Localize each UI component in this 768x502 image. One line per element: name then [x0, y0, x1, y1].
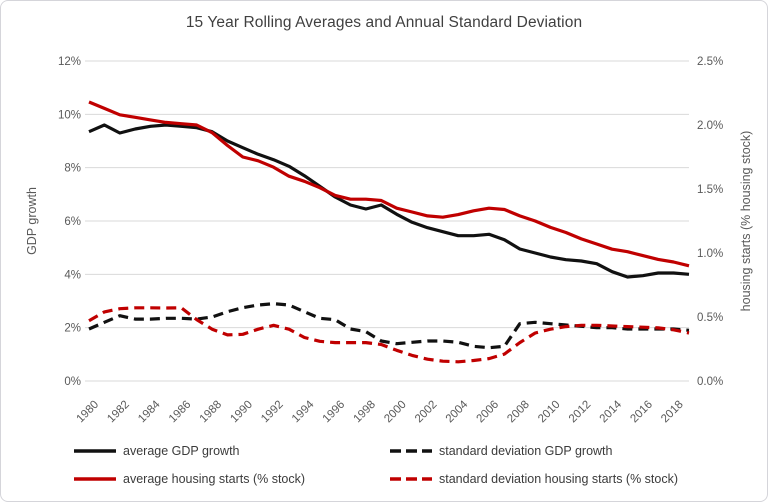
legend-item: average GDP growth [73, 443, 240, 459]
series-line-2 [88, 302, 690, 350]
legend-item: standard deviation housing starts (% sto… [389, 471, 678, 487]
x-axis-tick-label: 1982 [105, 399, 132, 426]
x-axis-tick-label: 1994 [290, 398, 317, 425]
x-axis-tick-label: 2018 [659, 399, 686, 426]
x-axis-tick-label: 2016 [628, 399, 655, 426]
x-axis-tick-label: 2002 [413, 399, 440, 426]
left-axis-tick-label: 0% [64, 376, 81, 388]
legend-label: standard deviation GDP growth [439, 444, 613, 458]
legend-line-sample [74, 477, 116, 481]
legend-line-sample [390, 477, 432, 481]
legend-line-sample [74, 449, 116, 453]
right-axis-tick-label: 2.5% [697, 56, 723, 68]
x-axis-tick-label: 2004 [444, 398, 471, 425]
left-axis-tick-label: 10% [58, 109, 81, 121]
x-axis-tick-label: 1998 [351, 399, 378, 426]
right-axis-tick-label: 1.0% [697, 248, 723, 260]
legend-label: average GDP growth [123, 444, 240, 458]
x-axis-tick-label: 1996 [321, 399, 348, 426]
right-axis-tick-label: 0.5% [697, 312, 723, 324]
x-axis-tick-label: 1988 [198, 399, 225, 426]
x-axis-tick-label: 2000 [382, 399, 409, 426]
x-axis-tick-label: 2008 [505, 399, 532, 426]
x-axis-tick-label: 1984 [136, 398, 163, 425]
x-axis-tick-label: 2014 [598, 398, 625, 425]
right-axis-tick-label: 2.0% [697, 120, 723, 132]
x-axis-tick-label: 1990 [228, 399, 255, 426]
x-axis-tick-label: 1992 [259, 399, 286, 426]
left-axis-tick-label: 2% [64, 323, 81, 335]
x-axis-tick-label: 1980 [75, 399, 102, 426]
x-axis-tick-label: 2010 [536, 399, 563, 426]
left-axis-tick-label: 12% [58, 56, 81, 68]
right-axis-tick-label: 0.0% [697, 376, 723, 388]
series-line-1 [88, 100, 690, 268]
left-axis-tick-label: 6% [64, 216, 81, 228]
legend-item: standard deviation GDP growth [389, 443, 612, 459]
right-axis-tick-label: 1.5% [697, 184, 723, 196]
left-axis-tick-label: 4% [64, 269, 81, 281]
legend-label: average housing starts (% stock) [123, 472, 306, 486]
left-axis-tick-label: 8% [64, 163, 81, 175]
x-axis-tick-label: 2006 [475, 399, 502, 426]
legend-line-sample [390, 449, 432, 453]
chart-legend: average GDP growth average housing starts… [1, 435, 767, 495]
x-axis-tick-label: 1986 [167, 399, 194, 426]
legend-label: standard deviation housing starts (% sto… [439, 472, 679, 486]
x-axis-tick-label: 2012 [567, 399, 594, 426]
series-line-3 [88, 306, 690, 364]
series-line-0 [88, 123, 690, 279]
chart-title: 15 Year Rolling Averages and Annual Stan… [185, 14, 583, 31]
legend-item: average housing starts (% stock) [73, 471, 305, 487]
